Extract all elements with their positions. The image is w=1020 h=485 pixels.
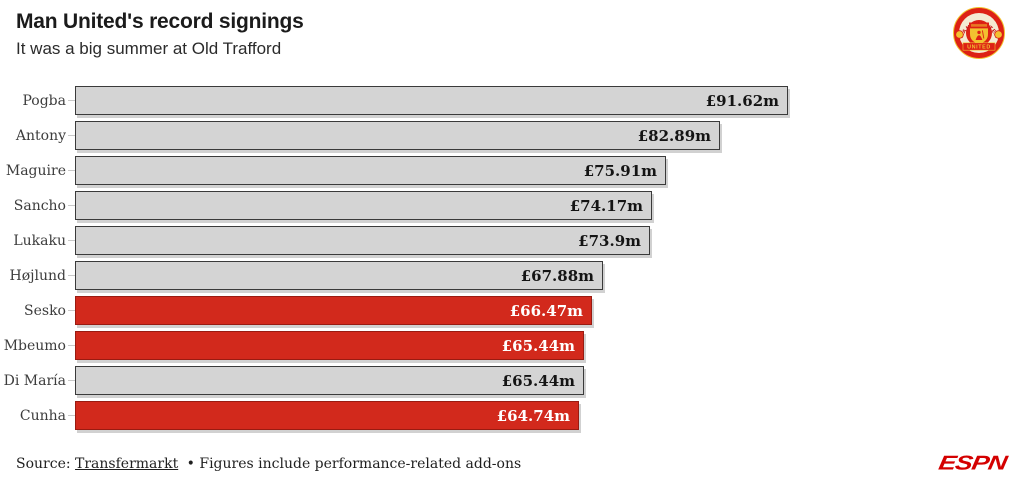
player-label: Maguire [5,162,66,179]
player-label: Højlund [9,267,66,284]
player-label: Antony [15,127,66,144]
bar-value-label: £91.62m [705,91,779,110]
chart-row: Mbeumo £65.44m [0,328,1020,363]
bar-chart: Pogba £91.62m Antony £82.89m Maguire £75.91m S… [0,83,1020,433]
chart-row: Sesko £66.47m [0,293,1020,328]
bar-value-label: £64.74m [496,406,570,425]
chart-row: Sancho £74.17m [0,188,1020,223]
value-bar: £64.74m [75,401,579,430]
value-bar: £66.47m [75,296,592,325]
player-label: Lukaku [13,232,66,249]
player-label: Cunha [19,407,66,424]
value-bar: £67.88m [75,261,603,290]
source-note: • Figures include performance-related ad… [186,456,522,472]
player-label: Pogba [22,92,66,109]
player-label: Di María [3,372,66,389]
axis-tick [68,380,75,381]
chart-row: Højlund £67.88m [0,258,1020,293]
source-line: Source: Transfermarkt • Figures include … [16,456,521,472]
header: Man United's record signings It was a bi… [16,10,304,59]
chart-row: Cunha £64.74m [0,398,1020,433]
source-prefix: Source: [16,456,71,472]
bar-chart-rows: Pogba £91.62m Antony £82.89m Maguire £75.91m S… [0,83,1020,433]
chart-row: Antony £82.89m [0,118,1020,153]
axis-tick [68,135,75,136]
axis-tick [68,345,75,346]
crest-text-bottom: UNITED [967,44,991,50]
bar-value-label: £82.89m [637,126,711,145]
chart-row: Lukaku £73.9m [0,223,1020,258]
bar-value-label: £74.17m [569,196,643,215]
value-bar: £82.89m [75,121,720,150]
value-bar: £74.17m [75,191,652,220]
value-bar: £91.62m [75,86,788,115]
axis-tick [68,170,75,171]
axis-tick [68,415,75,416]
axis-tick [68,275,75,276]
bar-value-label: £67.88m [520,266,594,285]
chart-title: Man United's record signings [16,10,304,33]
bar-value-label: £65.44m [501,336,575,355]
axis-tick [68,310,75,311]
manchester-united-crest-icon: MANCHESTER UNITED [953,7,1005,59]
player-label: Mbeumo [3,337,66,354]
axis-tick [68,240,75,241]
bar-value-label: £66.47m [509,301,583,320]
player-label: Sesko [24,302,66,319]
axis-tick [68,100,75,101]
source-link[interactable]: Transfermarkt [75,456,179,472]
value-bar: £65.44m [75,366,584,395]
chart-row: Di María £65.44m [0,363,1020,398]
value-bar: £73.9m [75,226,650,255]
axis-tick [68,205,75,206]
chart-row: Maguire £75.91m [0,153,1020,188]
chart-row: Pogba £91.62m [0,83,1020,118]
chart-subtitle: It was a big summer at Old Trafford [16,39,282,58]
bar-value-label: £65.44m [501,371,575,390]
bar-value-label: £75.91m [583,161,657,180]
value-bar: £65.44m [75,331,584,360]
value-bar: £75.91m [75,156,666,185]
espn-logo: ESPN [936,451,1009,475]
bar-value-label: £73.9m [578,231,641,250]
player-label: Sancho [13,197,66,214]
